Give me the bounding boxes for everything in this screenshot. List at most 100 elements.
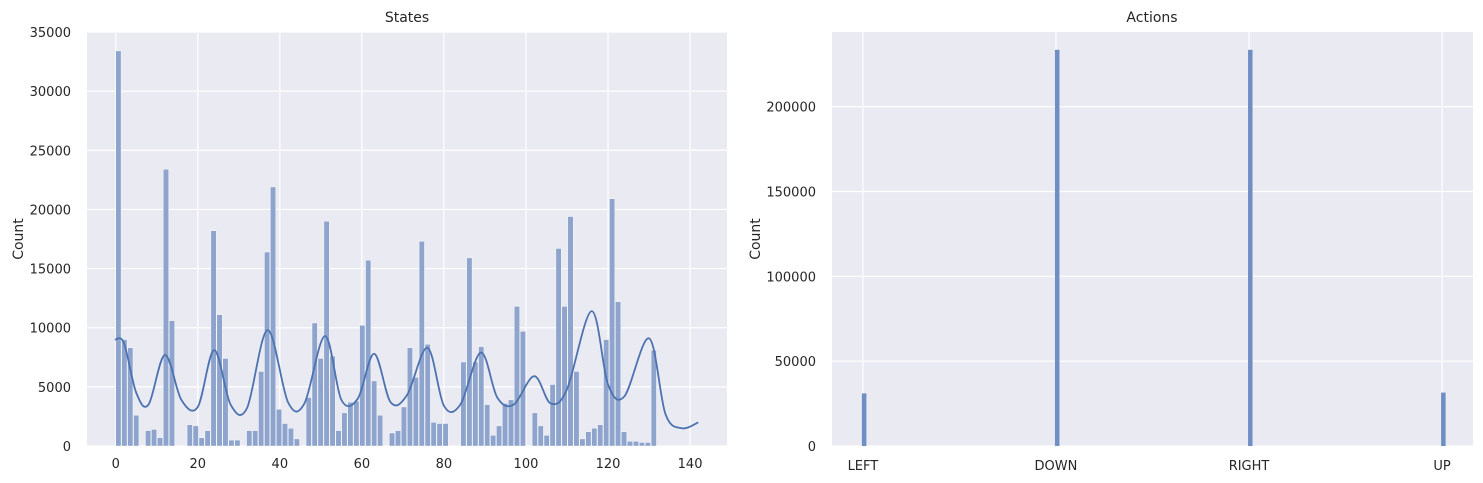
states-histogram-bar [246,430,253,447]
states-histogram-bar [555,248,562,447]
states-histogram-bar [591,428,598,447]
states-histogram-bar [490,435,497,447]
states-histogram-bar [276,409,282,447]
states-histogram-bar [282,423,288,447]
states-histogram-bar [644,442,651,447]
states-histogram-bar [395,430,401,447]
states-histogram-bar [543,435,550,447]
states-histogram-bar [567,216,574,447]
states-histogram-bar [502,403,508,447]
states-histogram-bar [531,412,538,447]
states-histogram-bar [466,257,473,447]
states-histogram-bar [389,432,395,447]
states-x-tick-label: 0 [112,457,120,472]
actions-y-tick-label: 0 [808,440,816,455]
states-x-tick-label: 120 [596,457,621,472]
states-histogram-bar [252,430,259,447]
states-histogram-bar [222,358,229,447]
states-histogram-bar [603,339,610,447]
states-histogram-bar [418,241,425,447]
actions-grid [832,32,1473,447]
actions-y-ticks: 0 50000 100000 150000 200000 [766,101,816,455]
states-grid [87,31,727,447]
states-x-tick-label: 100 [514,457,539,472]
states-histogram-bar [323,221,330,447]
states-histogram-bar [365,260,372,447]
states-histogram-bar [335,430,342,447]
states-histogram-bar [484,404,491,447]
states-y-tick-label: 10000 [30,322,71,337]
states-histogram-bar [430,422,437,447]
actions-plot-background [832,32,1473,446]
states-histogram-bar [472,361,479,447]
states-histogram-bar [258,371,265,447]
states-histogram-bar [371,380,378,447]
states-histogram-bar [293,438,300,447]
states-histogram-bar [145,430,152,447]
states-histogram-bar [627,441,633,447]
states-histogram-bar [424,344,431,447]
actions-bars [861,49,1446,446]
states-x-tick-label: 60 [354,457,371,472]
states-histogram-bar [353,400,360,447]
actions-x-tick-label: DOWN [1035,459,1078,474]
states-bars [115,50,657,447]
states-histogram-bar [216,314,223,447]
states-panel: 0 20 40 60 80 100 120 140 0 5000 10000 15000 20000 2… [11,10,727,472]
actions-y-tick-label: 150000 [766,185,816,200]
states-y-tick-label: 5000 [38,381,71,396]
states-histogram-bar [573,371,580,447]
states-histogram-bar [615,301,621,447]
states-histogram-bar [192,425,199,447]
actions-bar-up [1441,392,1446,446]
states-histogram-bar [186,424,193,447]
states-histogram-bar [621,431,627,447]
states-y-tick-label: 25000 [30,144,71,159]
states-histogram-bar [579,438,586,447]
actions-x-ticks: LEFT DOWN RIGHT UP [848,459,1451,474]
states-y-tick-label: 15000 [30,263,71,278]
actions-x-tick-label: UP [1433,459,1451,474]
actions-bar-left [861,393,867,446]
states-histogram-bar [163,169,169,447]
states-histogram-bar [496,425,502,447]
actions-x-tick-label: LEFT [848,459,879,474]
states-histogram-bar [347,402,354,447]
states-histogram-bar [549,384,556,447]
states-histogram-bar [204,430,211,447]
states-histogram-bar [341,412,348,447]
actions-bar-down [1054,49,1060,446]
states-x-tick-label: 80 [436,457,453,472]
states-histogram-bar [514,306,520,447]
states-x-tick-label: 20 [189,457,206,472]
states-histogram-bar [407,347,413,447]
states-histogram-bar [228,439,235,447]
states-histogram-bar [127,347,134,447]
states-x-ticks: 0 20 40 60 80 100 120 140 [112,457,703,472]
states-y-ticks: 0 5000 10000 15000 20000 25000 30000 35000 [30,26,71,455]
actions-y-label: Count [748,218,764,260]
states-histogram-bar [151,429,157,447]
states-histogram-bar [401,406,407,447]
states-x-tick-label: 140 [678,457,703,472]
states-histogram-bar [412,377,419,447]
states-histogram-bar [609,198,616,447]
states-histogram-bar [377,415,384,447]
states-histogram-bar [436,423,443,447]
states-histogram-bar [442,423,449,447]
states-histogram-bar [633,441,639,447]
states-histogram-bar [270,186,276,447]
states-histogram-bar [597,424,604,447]
states-histogram-bar [264,251,270,447]
actions-title: Actions [1126,10,1177,26]
states-histogram-bar [169,320,175,447]
actions-panel: LEFT DOWN RIGHT UP 0 50000 100000 150000 200000… [748,10,1473,474]
actions-y-tick-label: 200000 [766,101,816,116]
states-y-label: Count [11,218,27,260]
states-title: States [385,10,429,26]
states-y-tick-label: 30000 [30,85,71,100]
states-histogram-bar [508,399,514,447]
states-y-tick-label: 35000 [30,26,71,41]
states-kde-line [114,310,699,430]
